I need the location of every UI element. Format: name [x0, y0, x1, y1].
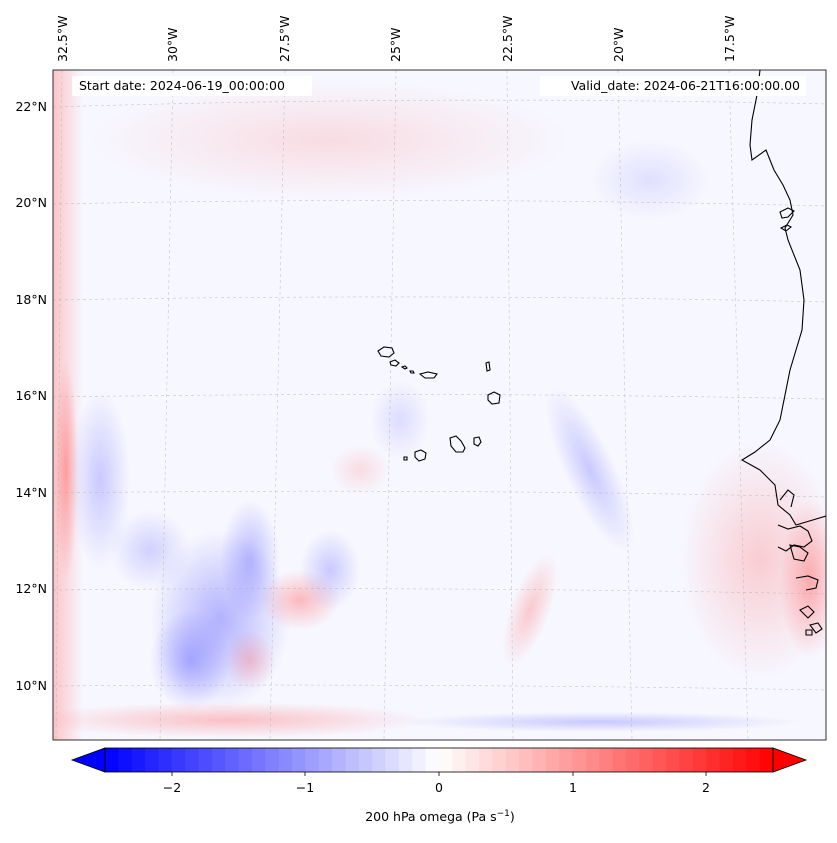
lon-label: 20°W: [611, 27, 626, 62]
lon-label: 22.5°W: [500, 16, 515, 62]
lat-label: 22°N: [15, 99, 47, 114]
colorbar-cell: [706, 748, 721, 772]
colorbar-cell: [545, 748, 560, 772]
african-coastline: [740, 70, 826, 636]
colorbar-cell: [185, 748, 200, 772]
colorbar-cell: [145, 748, 159, 772]
lon-label: 32.5°W: [55, 16, 70, 62]
colorbar-tick-label: 1: [569, 780, 577, 795]
lon-label: 30°W: [165, 27, 180, 62]
lat-label: 16°N: [15, 388, 47, 403]
colorbar-cell: [599, 748, 614, 772]
colorbar-cell: [626, 748, 640, 772]
colorbar-cell: [666, 748, 680, 772]
cape-verde-islands: [377, 346, 501, 462]
colorbar: −2 −1 0 1 2 200 hPa omega (Pa s−1): [70, 747, 808, 824]
lat-label: 14°N: [15, 485, 47, 500]
colorbar-cell: [652, 748, 667, 772]
lon-label: 17.5°W: [722, 16, 737, 62]
colorbar-cell: [439, 748, 453, 772]
colorbar-cell: [639, 748, 654, 772]
lat-label: 10°N: [15, 678, 47, 693]
colorbar-cell: [238, 748, 253, 772]
colorbar-cell: [131, 748, 146, 772]
longitude-labels: 32.5°W 30°W 27.5°W 25°W 22.5°W 20°W 17.5…: [55, 16, 737, 62]
valid-date-label: Valid_date: 2024-06-21T16:00:00.00: [571, 78, 800, 93]
colorbar-cell: [332, 748, 346, 772]
colorbar-cell: [572, 748, 587, 772]
colorbar-cell: [118, 748, 133, 772]
gridlines: [53, 70, 826, 740]
colorbar-cell: [225, 748, 240, 772]
colorbar-cell: [171, 748, 186, 772]
colorbar-cell: [479, 748, 493, 772]
colorbar-cell: [585, 748, 600, 772]
colorbar-cell: [759, 748, 774, 772]
colorbar-cell: [679, 748, 694, 772]
colorbar-cell: [265, 748, 280, 772]
colorbar-max-extend-arrow: [772, 747, 808, 773]
colorbar-cell: [452, 748, 467, 772]
colorbar-tick-label: −2: [163, 780, 181, 795]
colorbar-cells: [105, 748, 774, 772]
colorbar-cell: [612, 748, 627, 772]
colorbar-cell: [318, 748, 333, 772]
colorbar-cell: [465, 748, 480, 772]
colorbar-cell: [278, 748, 293, 772]
start-date-label: Start date: 2024-06-19_00:00:00: [79, 78, 285, 93]
colorbar-cell: [292, 748, 306, 772]
colorbar-cell: [519, 748, 534, 772]
colorbar-cell: [492, 748, 507, 772]
latitude-labels: 22°N 20°N 18°N 16°N 14°N 12°N 10°N: [15, 99, 47, 693]
colorbar-tick-label: −1: [296, 780, 314, 795]
colorbar-cell: [372, 748, 387, 772]
colorbar-cell: [358, 748, 373, 772]
colorbar-tick-label: 2: [702, 780, 710, 795]
colorbar-cell: [305, 748, 320, 772]
lat-label: 18°N: [15, 292, 47, 307]
colorbar-cell: [425, 748, 440, 772]
colorbar-cell: [398, 748, 413, 772]
lat-label: 20°N: [15, 195, 47, 210]
colorbar-min-extend-arrow: [70, 747, 106, 773]
colorbar-cell: [746, 748, 761, 772]
colorbar-cell: [719, 748, 734, 772]
colorbar-cell: [105, 748, 119, 772]
colorbar-cell: [251, 748, 266, 772]
lat-label: 12°N: [15, 581, 47, 596]
colorbar-ticks: [171, 772, 707, 776]
colorbar-cell: [198, 748, 213, 772]
colorbar-label: 200 hPa omega (Pa s−1): [365, 809, 515, 824]
colorbar-tick-label: 0: [435, 780, 443, 795]
colorbar-cell: [532, 748, 547, 772]
lon-label: 25°W: [388, 27, 403, 62]
colorbar-cell: [505, 748, 520, 772]
colorbar-cell: [559, 748, 574, 772]
colorbar-cell: [158, 748, 173, 772]
map-area: [52, 69, 827, 741]
colorbar-cell: [385, 748, 400, 772]
colorbar-cell: [345, 748, 360, 772]
omega-field: [53, 70, 826, 740]
colorbar-cell: [412, 748, 427, 772]
colorbar-cell: [692, 748, 707, 772]
lon-label: 27.5°W: [277, 16, 292, 62]
colorbar-cell: [211, 748, 226, 772]
colorbar-cell: [732, 748, 747, 772]
